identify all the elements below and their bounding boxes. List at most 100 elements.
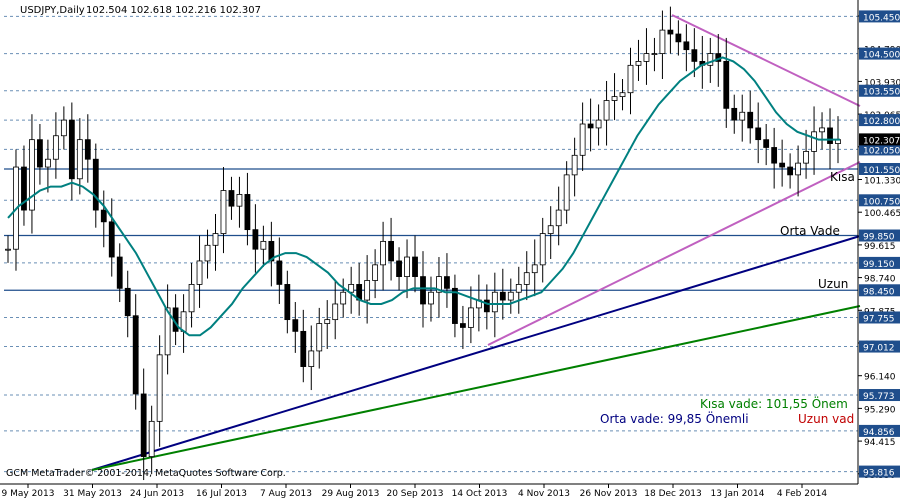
level-price-box-14 xyxy=(859,465,900,478)
candle-body-36 xyxy=(292,319,299,332)
candle-body-71 xyxy=(571,154,578,176)
candle-body-24 xyxy=(196,260,203,285)
level-price-box-12 xyxy=(859,389,900,402)
x-tick-label: 4 Nov 2013 xyxy=(518,489,570,499)
candle-body-19 xyxy=(156,354,163,422)
candle-body-60 xyxy=(483,299,490,313)
note-kisa: Kısa vade: 101,55 Önem xyxy=(700,395,848,411)
chart-header-symbol: USDJPY,Daily xyxy=(20,5,85,16)
candle-body-72 xyxy=(579,123,586,156)
candle-body-9 xyxy=(76,139,83,180)
candle-body-69 xyxy=(555,209,562,227)
candle-body-85 xyxy=(683,41,690,51)
note-uzun: Uzun vad xyxy=(798,412,854,426)
candle-body-97 xyxy=(779,162,786,168)
level-price-label: 99.150 xyxy=(863,260,895,270)
candle-body-32 xyxy=(260,240,267,250)
candle-body-70 xyxy=(563,174,570,211)
level-price-label: 102.050 xyxy=(863,146,900,156)
level-price-box-11 xyxy=(859,340,900,353)
candle-body-68 xyxy=(547,225,554,234)
candle-body-50 xyxy=(404,256,410,277)
candle-body-86 xyxy=(691,49,698,62)
candle-body-26 xyxy=(212,233,219,246)
y-tick-label: 96.140 xyxy=(864,373,896,383)
x-tick-label: 24 Jun 2013 xyxy=(130,489,184,499)
kisa-resistance-line xyxy=(671,14,861,107)
x-tick-label: 14 Oct 2013 xyxy=(452,489,508,499)
candle-body-80 xyxy=(643,53,650,62)
candle-body-96 xyxy=(771,147,778,164)
trend-label-uzun: Uzun xyxy=(818,277,848,291)
chart-header-ohlc: 102.504 102.618 102.216 102.307 xyxy=(86,5,261,16)
candle-body-56 xyxy=(452,287,458,324)
x-tick-label: 20 Sep 2013 xyxy=(386,489,443,499)
candle-body-52 xyxy=(420,276,426,305)
candle-body-95 xyxy=(763,139,770,148)
candle-body-25 xyxy=(204,244,211,262)
orta-vade-line xyxy=(91,235,861,471)
candle-body-54 xyxy=(436,276,442,293)
x-tick-label: 9 May 2013 xyxy=(2,489,55,499)
candle-body-58 xyxy=(467,307,474,328)
candle-body-99 xyxy=(795,162,801,176)
level-price-label: 105.450 xyxy=(863,13,900,23)
y-tick-label: 99.615 xyxy=(864,242,896,252)
x-tick-label: 29 Aug 2013 xyxy=(322,489,380,499)
candle-body-73 xyxy=(587,123,594,129)
candle-body-64 xyxy=(515,284,522,293)
candle-body-11 xyxy=(92,158,99,211)
level-price-box-2 xyxy=(859,84,900,97)
candle-body-17 xyxy=(140,393,147,457)
candle-body-76 xyxy=(611,96,618,101)
candle-body-82 xyxy=(659,29,666,54)
y-tick-label: 94.415 xyxy=(864,438,896,448)
y-tick-label: 98.740 xyxy=(864,275,896,285)
candle-body-35 xyxy=(284,284,291,321)
candle-body-91 xyxy=(731,107,738,121)
copyright-label: GCM MetaTrader© 2001-2014, MetaQuotes So… xyxy=(6,468,286,479)
x-tick-label: 26 Nov 2013 xyxy=(580,489,638,499)
candle-body-78 xyxy=(627,64,634,94)
level-price-box-6 xyxy=(859,194,900,207)
candle-body-0 xyxy=(5,248,11,251)
candle-body-88 xyxy=(707,53,714,66)
candle-body-41 xyxy=(332,303,339,321)
candle-body-81 xyxy=(651,53,658,55)
candle-body-101 xyxy=(811,131,817,152)
candle-body-29 xyxy=(236,194,243,207)
candle-body-93 xyxy=(747,111,754,129)
level-price-label: 94.856 xyxy=(863,428,895,438)
candle-body-63 xyxy=(507,291,514,301)
candle-body-90 xyxy=(723,61,730,109)
candle-body-27 xyxy=(220,190,227,234)
candle-body-65 xyxy=(523,272,530,285)
level-price-box-9 xyxy=(859,284,900,297)
candle-body-34 xyxy=(276,260,283,285)
x-tick-label: 31 May 2013 xyxy=(63,489,122,499)
candle-body-45 xyxy=(364,280,371,301)
candle-body-48 xyxy=(388,240,394,262)
candle-body-3 xyxy=(29,139,35,211)
candle-body-18 xyxy=(148,420,155,457)
level-price-box-5 xyxy=(859,162,900,175)
candle-body-39 xyxy=(316,323,323,352)
level-price-label: 103.550 xyxy=(863,88,900,98)
trend-label-orta: Orta Vade xyxy=(780,224,840,238)
candle-body-49 xyxy=(396,260,402,277)
x-tick-label: 16 Jul 2013 xyxy=(196,489,247,499)
candle-body-103 xyxy=(827,127,833,144)
candle-body-66 xyxy=(531,264,538,274)
candle-body-74 xyxy=(595,119,602,129)
x-tick-label: 4 Feb 2014 xyxy=(777,489,828,499)
y-tick-label: 103.930 xyxy=(864,78,900,88)
candle-body-79 xyxy=(635,61,642,66)
candle-body-28 xyxy=(228,190,235,207)
level-price-label: 100.750 xyxy=(863,197,900,207)
candle-body-100 xyxy=(803,150,809,164)
candle-body-77 xyxy=(619,92,626,98)
candle-body-31 xyxy=(252,229,259,250)
candle-body-5 xyxy=(45,158,51,168)
candle-body-40 xyxy=(324,319,331,324)
